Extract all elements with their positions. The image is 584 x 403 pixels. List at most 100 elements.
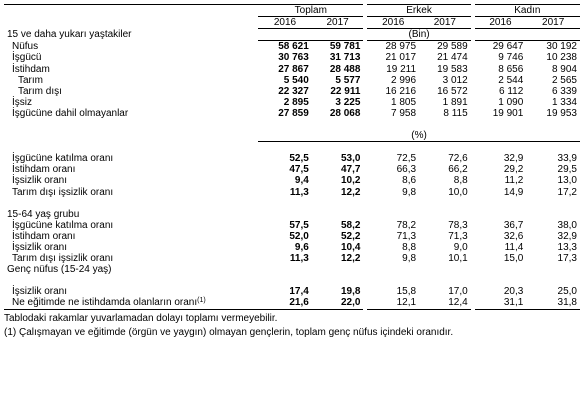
row-label-text: Tarım dışı: [18, 85, 62, 97]
cell-value: 27 859: [278, 107, 309, 119]
cell-value: 7 958: [363, 107, 420, 119]
year-header: 2016: [470, 16, 527, 30]
row-label: İşsizlik oranı: [4, 286, 258, 297]
cell-value: 9,8: [363, 253, 420, 265]
section-title: 15-64 yaş grubu: [7, 208, 80, 220]
row-label-text: İstihdam oranı: [12, 164, 76, 176]
cell-value: 66,3: [363, 164, 420, 176]
cell-value: 58,2: [340, 219, 361, 231]
cell-value: 17,0: [448, 286, 468, 298]
cell-value: 27 867: [278, 63, 309, 75]
cell-value: 71,3: [363, 230, 420, 242]
cell-value: 8 904: [551, 63, 577, 75]
cell-value: 10,2: [340, 175, 361, 187]
row-label: Tarım: [4, 75, 258, 86]
cell-value: 1 334: [551, 96, 577, 108]
table-row: Tarım dışı 22 327 22 911 16 216 16 572 6 112 6…: [4, 85, 580, 97]
cell-value: 6 339: [551, 85, 577, 97]
cell-value: 72,5: [363, 153, 420, 165]
cell-value: 52,0: [289, 230, 309, 242]
table-row: İstihdam oranı 52,0 52,2 71,3 71,3 32,6 32,9: [4, 230, 580, 242]
group-header-male: Erkek: [363, 3, 473, 17]
cell-value: 28 975: [363, 40, 420, 53]
row-label: Tarım dışı işsizlik oranı: [4, 187, 258, 198]
section-title-row: Genç nüfus (15-24 yaş): [4, 264, 580, 275]
cell-value: 22 327: [278, 85, 309, 97]
cell-value: 57,5: [289, 219, 309, 231]
cell-value: 28 488: [329, 63, 361, 75]
row-label: İstihdam oranı: [4, 164, 258, 175]
footnote-text: (1) Çalışmayan ve eğitimde (örgün ve yay…: [4, 327, 454, 338]
row-label-text: Tarım: [18, 74, 43, 86]
footnote-text: Tablodaki rakamlar yuvarlamadan dolayı t…: [4, 313, 278, 324]
cell-value: 2 544: [470, 74, 527, 86]
cell-value: 12,4: [419, 297, 473, 310]
cell-value: 17,4: [289, 286, 309, 298]
row-label-text: İşgücüne dahil olmayanlar: [12, 107, 129, 119]
table-row: İşsiz 2 895 3 225 1 805 1 891 1 090 1 334: [4, 96, 580, 108]
row-label: Tarım dışı: [4, 86, 258, 97]
cell-value: 11,3: [289, 253, 309, 265]
row-label: İşgücüne dahil olmayanlar: [4, 108, 258, 119]
row-label-text: İşsizlik oranı: [12, 286, 68, 298]
group-header-female: Kadın: [470, 3, 580, 17]
cell-value: 29 647: [470, 40, 527, 53]
table-row: İşsizlik oranı 17,4 19,8 15,8 17,0 20,3 25,0: [4, 286, 580, 298]
row-label-text: İşsiz: [12, 96, 32, 108]
row-label-text: Ne eğitimde ne istihdamda olanların oran…: [12, 297, 198, 309]
cell-value: 31,1: [470, 297, 527, 310]
row-label-text: Nüfus: [12, 41, 39, 53]
row-label: İstihdam: [4, 63, 258, 75]
table-row: İşgücü 30 763 31 713 21 017 21 474 9 746 10 23…: [4, 52, 580, 64]
table-row: İstihdam oranı 47,5 47,7 66,3 66,2 29,2 29,5: [4, 164, 580, 176]
cell-value: 22,0: [311, 297, 366, 310]
cell-value: 8,8: [363, 241, 420, 254]
cell-value: 12,2: [340, 186, 361, 198]
cell-value: 15,0: [470, 253, 527, 265]
cell-value: 32,9: [470, 153, 527, 165]
cell-value: 2 565: [551, 74, 577, 86]
cell-value: 10,4: [340, 242, 361, 254]
section-title-row: 15-64 yaş grubu: [4, 209, 580, 220]
cell-value: 13,0: [557, 175, 577, 187]
row-label-text: İstihdam: [12, 63, 50, 75]
labour-force-table: Toplam Erkek Kadın 2016 2017 2016 2017 2…: [4, 3, 580, 310]
percent-unit-row: (%): [4, 130, 580, 143]
cell-value: 32,9: [557, 230, 577, 242]
group-header-row: Toplam Erkek Kadın: [4, 3, 580, 17]
cell-value: 8 656: [470, 63, 527, 75]
cell-value: 53,0: [340, 153, 361, 165]
cell-value: 1 891: [442, 96, 468, 108]
cell-value: 19 953: [546, 107, 577, 119]
cell-value: 17,3: [557, 253, 577, 265]
cell-value: 3 012: [442, 74, 468, 86]
cell-value: 9,4: [294, 175, 309, 187]
year-header: 2017: [526, 16, 580, 30]
cell-value: 21 017: [363, 52, 420, 64]
cell-value: 29,2: [470, 164, 527, 176]
cell-value: 8 115: [443, 107, 468, 119]
cell-value: 30 192: [546, 41, 577, 53]
row-label-text: Tarım dışı işsizlik oranı: [12, 186, 114, 198]
table-row: Nüfus 58 621 59 781 28 975 29 589 29 647 30 19…: [4, 40, 580, 53]
table-row: Tarım 5 540 5 577 2 996 3 012 2 544 2 565: [4, 74, 580, 86]
cell-value: 16 572: [437, 85, 468, 97]
table-row: Tarım dışı işsizlik oranı 11,3 12,2 9,8 10,1…: [4, 253, 580, 265]
row-label: İşgücüne katılma oranı: [4, 153, 258, 164]
cell-value: 9 746: [470, 52, 527, 64]
cell-value: 71,3: [448, 230, 468, 242]
cell-value: 25,0: [557, 286, 577, 298]
cell-value: 59 781: [329, 41, 361, 53]
row-label-text: İşsizlik oranı: [12, 175, 68, 187]
cell-value: 52,2: [340, 230, 361, 242]
cell-value: 10 238: [546, 52, 577, 64]
cell-value: 31,8: [526, 297, 580, 310]
cell-value: 47,5: [289, 164, 309, 176]
row-label-text: İşgücüne katılma oranı: [12, 219, 114, 231]
cell-value: 21 474: [437, 52, 468, 64]
cell-value: 9,6: [294, 242, 309, 254]
year-header: 2016: [258, 16, 312, 30]
group-header-total: Toplam: [258, 3, 366, 17]
row-label-text: İşgücü: [12, 52, 42, 64]
